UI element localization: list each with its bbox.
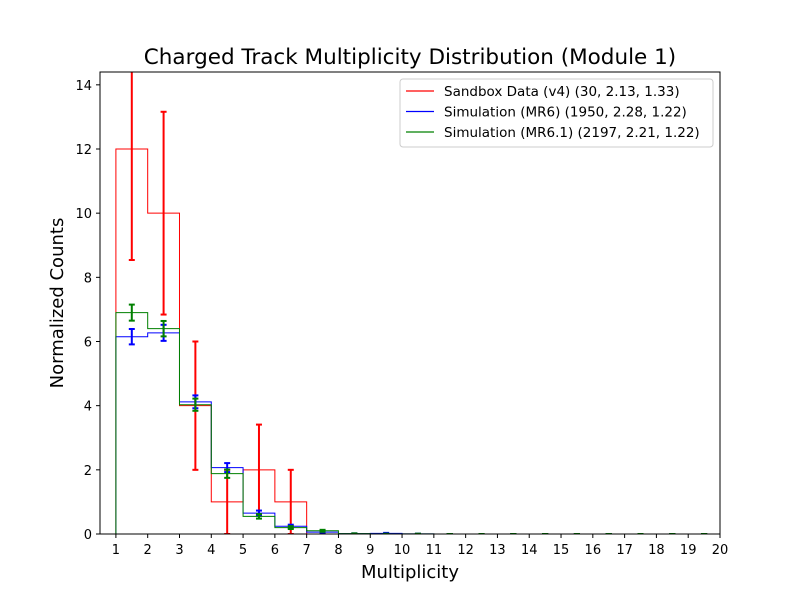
y-tick-label: 2 [84,464,92,479]
y-axis-title: Normalized Counts [47,218,68,389]
legend-label: Simulation (MR6) (1950, 2.28, 1.22) [444,105,687,121]
x-tick-label: 12 [457,543,474,558]
x-tick-label: 20 [712,543,729,558]
x-tick-label: 7 [303,543,311,558]
x-tick-label: 17 [616,543,633,558]
series-1 [115,72,720,534]
y-tick-label: 14 [75,79,92,94]
error-bar [255,513,262,520]
legend-entry: Simulation (MR6) (1950, 2.28, 1.22) [406,105,687,121]
error-bar [287,468,294,534]
error-bar [128,303,135,322]
error-bar [319,528,326,533]
x-axis-title: Multiplicity [361,562,459,583]
legend-entry: Simulation (MR6.1) (2197, 2.21, 1.22) [406,125,700,141]
y-axis: 0 2 4 6 8 10 12 14 [75,79,100,543]
x-tick-label: 16 [585,543,602,558]
legend-entry: Sandbox Data (v4) (30, 2.13, 1.33) [406,84,680,100]
plot-frame [99,71,721,535]
x-tick-label: 3 [175,543,183,558]
error-bar [287,525,294,531]
error-bar [160,110,167,316]
x-tick-label: 2 [144,543,152,558]
legend-box [399,78,714,148]
error-bar [160,319,167,338]
error-bar [128,72,135,262]
x-tick-label: 6 [271,543,279,558]
x-axis: 1 2 3 4 5 6 7 8 9 10 11 12 13 14 15 16 17 18 19 20 [112,534,729,558]
y-tick-label: 6 [84,336,92,351]
histogram-step-line [115,332,720,534]
histogram-step-line [115,312,720,534]
x-tick-label: 18 [648,543,665,558]
x-tick-label: 5 [239,543,247,558]
x-tick-label: 4 [207,543,215,558]
y-tick-label: 0 [84,528,92,543]
y-tick-label: 10 [75,207,92,222]
plot-area [115,72,720,534]
error-bar [192,397,199,412]
histogram-step-line [115,148,720,534]
legend: Sandbox Data (v4) (30, 2.13, 1.33) Simula… [399,78,714,148]
legend-label: Simulation (MR6.1) (2197, 2.21, 1.22) [444,125,700,141]
x-tick-label: 13 [489,543,506,558]
y-tick-label: 12 [75,143,92,158]
x-tick-label: 15 [553,543,570,558]
x-tick-label: 14 [521,543,538,558]
x-tick-label: 10 [394,543,411,558]
chart-title: Charged Track Multiplicity Distribution … [144,45,676,70]
x-tick-label: 8 [334,543,342,558]
legend-label: Sandbox Data (v4) (30, 2.13, 1.33) [444,84,680,100]
y-tick-label: 8 [84,271,92,286]
y-tick-label: 4 [84,400,92,415]
error-bar [128,327,135,346]
error-bar [224,468,231,479]
x-tick-label: 9 [366,543,374,558]
x-tick-label: 1 [112,543,120,558]
x-tick-label: 19 [680,543,697,558]
x-tick-label: 11 [426,543,443,558]
series-3 [115,303,720,534]
series-2 [115,323,720,534]
